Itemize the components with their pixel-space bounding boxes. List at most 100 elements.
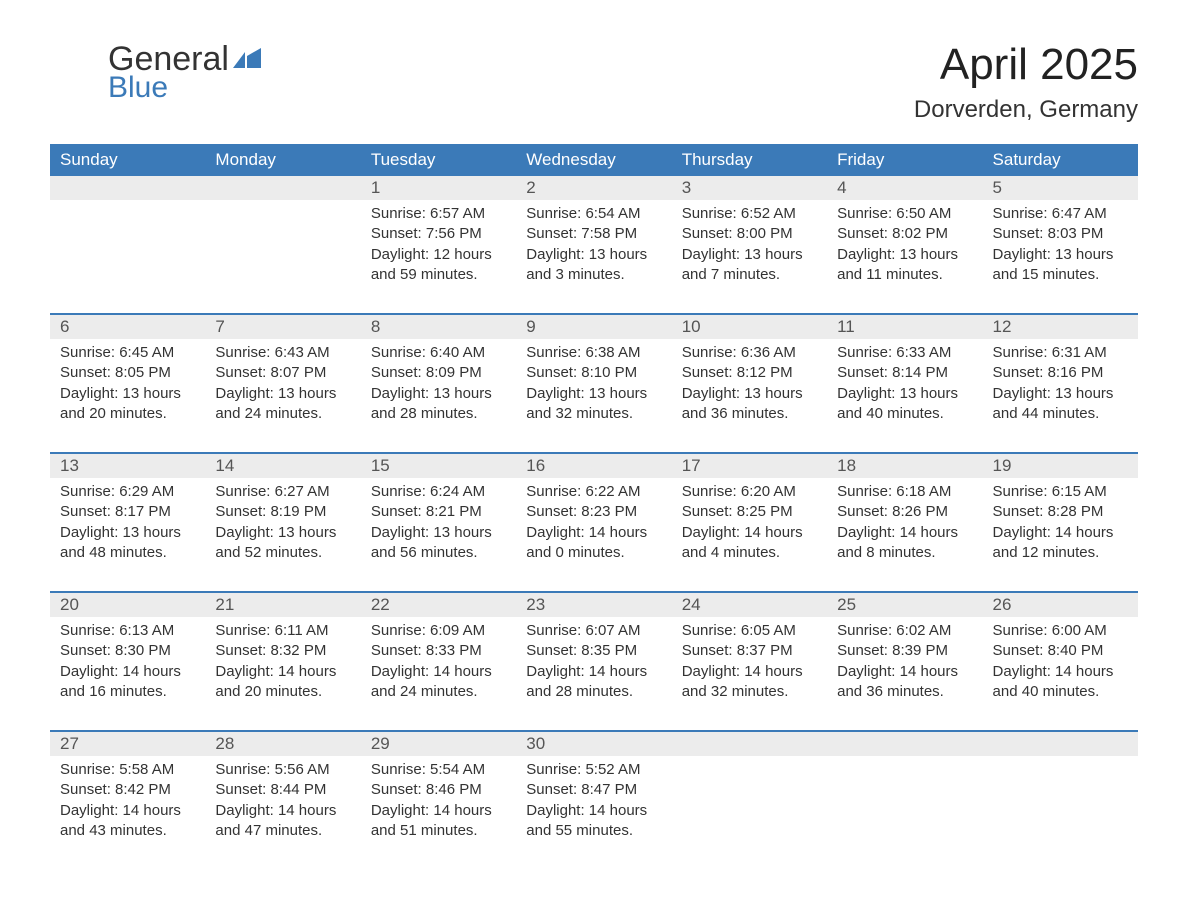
daylight-line1: Daylight: 13 hours xyxy=(682,245,817,265)
daylight-line1: Daylight: 13 hours xyxy=(215,384,350,404)
day-number: 23 xyxy=(516,593,671,617)
daylight-line1: Daylight: 13 hours xyxy=(837,384,972,404)
sunset-line: Sunset: 8:19 PM xyxy=(215,502,350,522)
title-block: April 2025 Dorverden, Germany xyxy=(914,40,1138,124)
day-number: 7 xyxy=(205,315,360,339)
header: General Blue April 2025 Dorverden, Germa… xyxy=(50,40,1138,124)
day-content xyxy=(672,756,827,866)
day-number: 17 xyxy=(672,454,827,478)
sunset-line: Sunset: 8:28 PM xyxy=(993,502,1128,522)
sunset-line: Sunset: 8:09 PM xyxy=(371,363,506,383)
day-number: 10 xyxy=(672,315,827,339)
day-content: Sunrise: 6:57 AMSunset: 7:56 PMDaylight:… xyxy=(361,200,516,313)
day-number: 26 xyxy=(983,593,1138,617)
daylight-line1: Daylight: 13 hours xyxy=(837,245,972,265)
day-cell xyxy=(50,176,205,314)
daylight-line2: and 20 minutes. xyxy=(215,682,350,702)
day-content: Sunrise: 6:47 AMSunset: 8:03 PMDaylight:… xyxy=(983,200,1138,313)
sunrise-line: Sunrise: 6:24 AM xyxy=(371,482,506,502)
daylight-line1: Daylight: 13 hours xyxy=(371,523,506,543)
day-cell: 11Sunrise: 6:33 AMSunset: 8:14 PMDayligh… xyxy=(827,314,982,453)
daylight-line2: and 15 minutes. xyxy=(993,265,1128,285)
sunset-line: Sunset: 8:37 PM xyxy=(682,641,817,661)
day-content xyxy=(827,756,982,866)
daylight-line2: and 32 minutes. xyxy=(526,404,661,424)
sunrise-line: Sunrise: 6:50 AM xyxy=(837,204,972,224)
sunset-line: Sunset: 7:56 PM xyxy=(371,224,506,244)
day-content: Sunrise: 6:22 AMSunset: 8:23 PMDaylight:… xyxy=(516,478,671,591)
sunset-line: Sunset: 8:07 PM xyxy=(215,363,350,383)
daylight-line2: and 20 minutes. xyxy=(60,404,195,424)
daylight-line1: Daylight: 13 hours xyxy=(993,384,1128,404)
sunset-line: Sunset: 8:16 PM xyxy=(993,363,1128,383)
day-number: 5 xyxy=(983,176,1138,200)
day-cell: 7Sunrise: 6:43 AMSunset: 8:07 PMDaylight… xyxy=(205,314,360,453)
day-number: 11 xyxy=(827,315,982,339)
daylight-line2: and 51 minutes. xyxy=(371,821,506,841)
sunrise-line: Sunrise: 6:18 AM xyxy=(837,482,972,502)
sunrise-line: Sunrise: 6:20 AM xyxy=(682,482,817,502)
daylight-line1: Daylight: 14 hours xyxy=(215,662,350,682)
sunrise-line: Sunrise: 6:11 AM xyxy=(215,621,350,641)
week-row: 20Sunrise: 6:13 AMSunset: 8:30 PMDayligh… xyxy=(50,592,1138,731)
sunset-line: Sunset: 8:17 PM xyxy=(60,502,195,522)
sunset-line: Sunset: 8:46 PM xyxy=(371,780,506,800)
sunset-line: Sunset: 8:32 PM xyxy=(215,641,350,661)
day-cell: 30Sunrise: 5:52 AMSunset: 8:47 PMDayligh… xyxy=(516,731,671,869)
day-number: 1 xyxy=(361,176,516,200)
daylight-line2: and 36 minutes. xyxy=(837,682,972,702)
day-content: Sunrise: 6:54 AMSunset: 7:58 PMDaylight:… xyxy=(516,200,671,313)
day-cell: 14Sunrise: 6:27 AMSunset: 8:19 PMDayligh… xyxy=(205,453,360,592)
day-content: Sunrise: 6:36 AMSunset: 8:12 PMDaylight:… xyxy=(672,339,827,452)
day-cell: 20Sunrise: 6:13 AMSunset: 8:30 PMDayligh… xyxy=(50,592,205,731)
day-cell: 13Sunrise: 6:29 AMSunset: 8:17 PMDayligh… xyxy=(50,453,205,592)
day-cell: 19Sunrise: 6:15 AMSunset: 8:28 PMDayligh… xyxy=(983,453,1138,592)
daylight-line2: and 40 minutes. xyxy=(993,682,1128,702)
sunset-line: Sunset: 8:21 PM xyxy=(371,502,506,522)
day-number: 13 xyxy=(50,454,205,478)
sunset-line: Sunset: 8:47 PM xyxy=(526,780,661,800)
location: Dorverden, Germany xyxy=(914,96,1138,124)
day-number: 22 xyxy=(361,593,516,617)
day-content: Sunrise: 6:27 AMSunset: 8:19 PMDaylight:… xyxy=(205,478,360,591)
daylight-line1: Daylight: 14 hours xyxy=(682,523,817,543)
daylight-line2: and 16 minutes. xyxy=(60,682,195,702)
daylight-line2: and 4 minutes. xyxy=(682,543,817,563)
day-content: Sunrise: 6:24 AMSunset: 8:21 PMDaylight:… xyxy=(361,478,516,591)
sunrise-line: Sunrise: 6:27 AM xyxy=(215,482,350,502)
day-content: Sunrise: 6:02 AMSunset: 8:39 PMDaylight:… xyxy=(827,617,982,730)
daylight-line2: and 52 minutes. xyxy=(215,543,350,563)
sunrise-line: Sunrise: 6:54 AM xyxy=(526,204,661,224)
daylight-line2: and 47 minutes. xyxy=(215,821,350,841)
weekday-header: Tuesday xyxy=(361,144,516,176)
day-number xyxy=(672,732,827,756)
day-cell: 1Sunrise: 6:57 AMSunset: 7:56 PMDaylight… xyxy=(361,176,516,314)
weekday-header: Monday xyxy=(205,144,360,176)
sunrise-line: Sunrise: 6:47 AM xyxy=(993,204,1128,224)
sunset-line: Sunset: 8:14 PM xyxy=(837,363,972,383)
sunset-line: Sunset: 8:40 PM xyxy=(993,641,1128,661)
day-number: 8 xyxy=(361,315,516,339)
sunrise-line: Sunrise: 6:29 AM xyxy=(60,482,195,502)
sunrise-line: Sunrise: 6:40 AM xyxy=(371,343,506,363)
daylight-line2: and 11 minutes. xyxy=(837,265,972,285)
sunset-line: Sunset: 8:25 PM xyxy=(682,502,817,522)
sunset-line: Sunset: 8:12 PM xyxy=(682,363,817,383)
day-number: 30 xyxy=(516,732,671,756)
sunset-line: Sunset: 8:23 PM xyxy=(526,502,661,522)
daylight-line1: Daylight: 14 hours xyxy=(526,523,661,543)
daylight-line2: and 28 minutes. xyxy=(371,404,506,424)
sunrise-line: Sunrise: 6:07 AM xyxy=(526,621,661,641)
daylight-line1: Daylight: 13 hours xyxy=(682,384,817,404)
day-cell: 17 Sunrise: 6:20 AMSunset: 8:25 PMDayligh… xyxy=(672,453,827,592)
day-content xyxy=(50,200,205,310)
day-cell xyxy=(672,731,827,869)
daylight-line1: Daylight: 13 hours xyxy=(526,245,661,265)
day-cell: 18Sunrise: 6:18 AMSunset: 8:26 PMDayligh… xyxy=(827,453,982,592)
day-cell xyxy=(827,731,982,869)
day-cell: 26Sunrise: 6:00 AMSunset: 8:40 PMDayligh… xyxy=(983,592,1138,731)
day-number xyxy=(50,176,205,200)
logo: General Blue xyxy=(50,40,203,105)
day-content: Sunrise: 6:29 AMSunset: 8:17 PMDaylight:… xyxy=(50,478,205,591)
week-row: 6Sunrise: 6:45 AMSunset: 8:05 PMDaylight… xyxy=(50,314,1138,453)
